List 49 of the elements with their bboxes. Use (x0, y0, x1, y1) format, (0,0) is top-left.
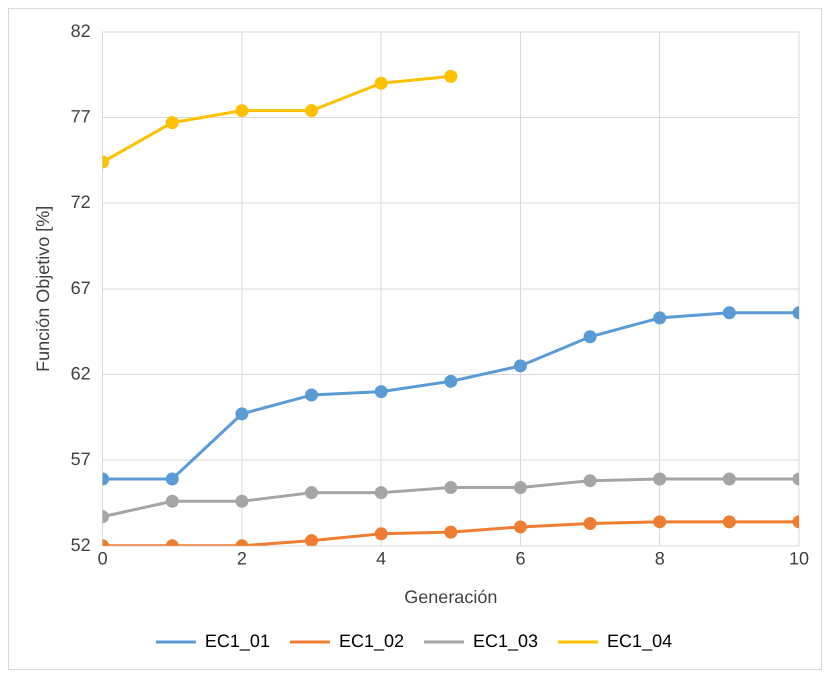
point (305, 486, 318, 500)
point (305, 534, 318, 546)
y-tick-label: 57 (70, 449, 91, 470)
x-tick-label: 6 (515, 548, 526, 569)
point (305, 104, 318, 118)
y-tick-label: 77 (70, 106, 91, 126)
x-tick-label: 8 (654, 548, 665, 569)
legend-label: EC1_01 (204, 630, 270, 651)
point (374, 486, 388, 500)
x-tick-label: 2 (236, 548, 247, 569)
point (444, 70, 458, 83)
point (235, 494, 248, 508)
point (722, 472, 736, 486)
point (584, 474, 597, 488)
point (166, 472, 179, 486)
point (166, 494, 179, 508)
point (444, 374, 458, 388)
legend-label: EC1_03 (473, 630, 538, 651)
point (514, 481, 527, 494)
y-tick-label: 62 (70, 363, 91, 384)
point (722, 515, 736, 528)
point (514, 520, 527, 534)
point (374, 76, 388, 90)
point (584, 517, 597, 530)
x-axis-title: Generación (404, 587, 498, 608)
y-tick-label: 52 (70, 534, 91, 555)
legend-label: EC1_02 (338, 630, 404, 651)
point (584, 330, 597, 344)
point (305, 388, 318, 402)
point (653, 515, 666, 528)
x-tick-label: 4 (376, 548, 386, 569)
point (374, 385, 388, 398)
point (444, 526, 458, 539)
point (653, 472, 666, 486)
y-axis-title: Función Objetivo [%] (32, 206, 53, 372)
point (235, 407, 248, 420)
y-tick-label: 82 (70, 20, 91, 41)
legend-label: EC1_04 (607, 630, 672, 651)
x-tick-label: 10 (788, 548, 810, 569)
point (235, 104, 248, 118)
point (374, 527, 388, 540)
y-tick-label: 72 (70, 192, 91, 212)
point (722, 306, 736, 320)
point (653, 311, 666, 324)
x-tick-label: 0 (98, 548, 108, 569)
y-tick-label: 67 (70, 278, 91, 298)
point (444, 481, 458, 494)
point (514, 359, 527, 372)
point (166, 116, 179, 130)
